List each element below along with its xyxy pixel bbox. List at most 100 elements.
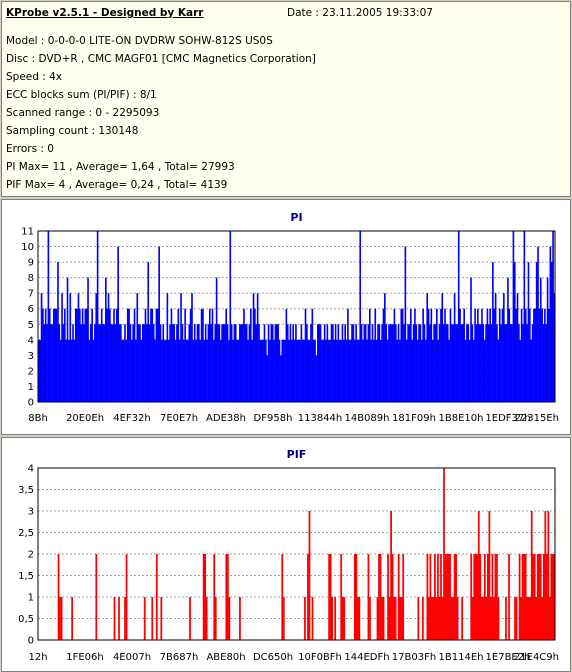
pi-bar (523, 231, 526, 402)
pi-bar (284, 339, 286, 402)
pi-bar (503, 293, 505, 402)
pi-bar (388, 324, 390, 402)
pif-y-tick-label: 2 (28, 550, 34, 561)
pif-bar (535, 597, 538, 640)
pif-bar (446, 554, 448, 640)
pi-bar (483, 339, 486, 402)
pi-bar (62, 324, 65, 402)
pif-bar (400, 597, 403, 640)
pi-bar (66, 277, 69, 402)
pif-bar (143, 597, 146, 640)
pi-bar (48, 308, 51, 402)
pi-bar (423, 324, 426, 402)
pi-bar (226, 324, 229, 402)
pif-bar (545, 554, 548, 640)
pi-bar (177, 308, 180, 402)
pi-bar (266, 355, 269, 402)
pi-bar (199, 339, 202, 402)
pif-chart-panel: PIF 0 0,5 1 1,5 2 2,5 3 3,5 4 12h 1FE06h 4E007h 7B687… (1, 437, 571, 672)
pif-bar (524, 554, 527, 640)
pi-chart-title: PI (290, 211, 302, 224)
pi-bar (455, 324, 457, 402)
pi-bar (131, 339, 133, 402)
pi-bar (240, 324, 243, 402)
pif-bar (189, 597, 191, 640)
pi-bar (135, 339, 137, 402)
pi-bar (84, 308, 87, 402)
pif-bar (228, 597, 231, 640)
pi-bar (440, 308, 442, 402)
pi-bar (373, 339, 375, 402)
pi-bar (494, 293, 497, 402)
pi-bar (511, 324, 513, 402)
pi-bar (403, 324, 405, 402)
pif-bar (450, 597, 453, 640)
pi-bar (128, 308, 130, 402)
pi-bar (144, 308, 147, 402)
pi-bar (407, 324, 409, 402)
pi-y-tick-label: 10 (21, 242, 34, 253)
pi-bar (400, 308, 403, 402)
pif-bar (57, 554, 60, 640)
pi-bar (512, 231, 515, 402)
pif-bar (381, 597, 383, 640)
pi-bar (456, 324, 459, 402)
pi-bar (147, 262, 150, 402)
pi-x-tick-label: 1B8E10h (439, 413, 484, 424)
pi-bar (251, 339, 253, 402)
pif-bar (480, 597, 483, 640)
pi-bar (100, 308, 103, 402)
pif-bar (205, 597, 208, 640)
pi-bar (306, 324, 308, 402)
pif-bar (390, 511, 392, 640)
pi-bar (250, 308, 252, 402)
pi-bar (53, 308, 55, 402)
pif-x-tick-label: DC650h (253, 652, 293, 663)
pi-bar (277, 324, 279, 402)
pif-bar (437, 554, 439, 640)
pi-bar (94, 324, 96, 402)
pi-x-tick-label: 1EDF37h (485, 413, 530, 424)
pi-bar (489, 308, 491, 402)
pi-bar (42, 308, 44, 402)
pi-bar (392, 324, 394, 402)
pi-bar (217, 324, 219, 402)
pi-bar (303, 339, 305, 402)
pi-bar (107, 293, 110, 402)
pi-bar (519, 339, 522, 402)
pif-bar (449, 554, 451, 640)
pif-bar (526, 597, 529, 640)
pi-bar (167, 339, 170, 402)
pi-bar (542, 324, 545, 402)
pi-bar (88, 339, 91, 402)
pi-bar (156, 308, 159, 402)
pi-bar (40, 293, 43, 402)
pif-bar (329, 554, 332, 640)
pif-bar (521, 554, 524, 640)
pi-bar (375, 339, 378, 402)
pi-bar (446, 324, 449, 402)
pi-bar (538, 308, 541, 402)
pif-bar (225, 554, 228, 640)
pif-bar (369, 597, 371, 640)
pif-bar (124, 597, 126, 640)
pi-bar (508, 308, 511, 402)
pi-bar (405, 339, 408, 402)
pif-bar (494, 554, 497, 640)
pi-bar (295, 324, 297, 402)
pi-bar (291, 339, 293, 402)
pif-y-tick-label: 0,5 (18, 614, 34, 625)
pif-bar (204, 554, 207, 640)
pi-bar (248, 324, 251, 402)
pi-bar (548, 308, 550, 402)
pi-bar (241, 324, 244, 402)
pif-bar (453, 554, 456, 640)
pi-bar (509, 324, 512, 402)
pi-bar (229, 231, 232, 402)
pi-bar (441, 293, 444, 402)
pi-bar (203, 339, 206, 402)
pi-bar (393, 308, 396, 402)
pi-bar (534, 308, 537, 402)
pi-bar (161, 339, 163, 402)
pi-bar (215, 277, 218, 402)
